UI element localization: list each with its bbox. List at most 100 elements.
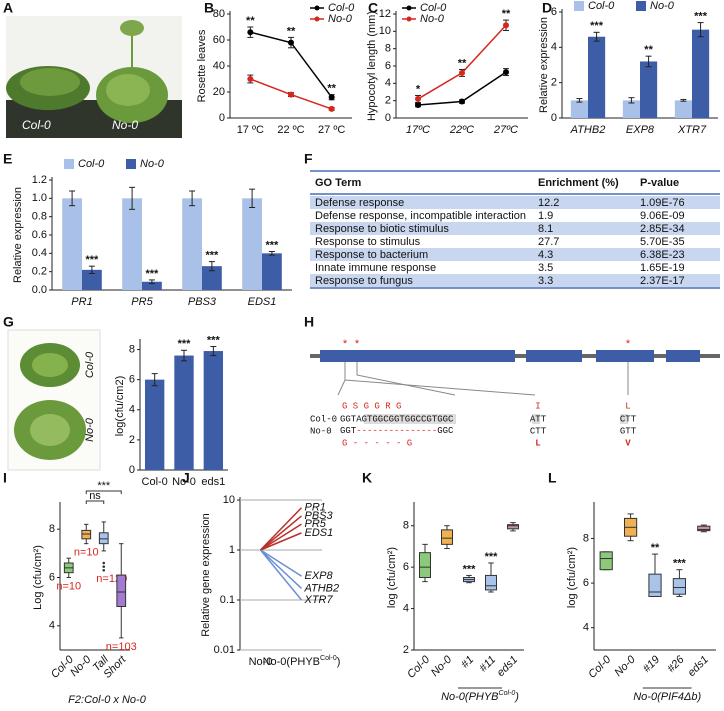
y-tick-label: 4 [49, 620, 55, 632]
legend-label: No-0 [420, 13, 445, 25]
y-tick-label: 60 [213, 34, 225, 46]
go-table: GO Term Enrichment (%) P-value Defense r… [310, 170, 720, 289]
y-tick-label: 8 [583, 532, 589, 544]
series-label: PR5 [305, 518, 327, 530]
series-label: EXP8 [305, 570, 334, 582]
y-tick-label: 12 [379, 8, 391, 20]
significance: ** [327, 83, 336, 95]
x-tick-label: #1 [459, 654, 476, 671]
y-axis-label: Hypocotyl length (mm) [366, 11, 378, 121]
y-tick-label: 8 [385, 43, 391, 55]
y-tick-label: 0 [551, 112, 557, 124]
point [328, 94, 335, 101]
bar [692, 29, 710, 119]
significance: ** [502, 8, 511, 20]
point [459, 69, 465, 76]
y-tick-label: 6 [551, 6, 557, 18]
y-tick-label: 0 [129, 464, 135, 476]
x-tick-label: No-0 [429, 653, 455, 679]
y-tick-label: 8 [403, 520, 409, 532]
bar [640, 61, 658, 118]
x-tick-label: 22 ºC [277, 124, 304, 136]
group-label: No-0(PHYBCol-0) [441, 690, 519, 703]
significance: *** [205, 249, 219, 261]
series-label: PR1 [305, 502, 326, 514]
amino-acid: I [535, 401, 540, 411]
mutation-star: * [355, 338, 360, 350]
x-tick-label: 22ºC [449, 124, 474, 136]
significance: ** [246, 15, 255, 27]
significance: ** [458, 57, 467, 69]
significance: *** [85, 254, 99, 266]
table-cell: 1.09E-76 [640, 197, 685, 209]
panel-letter: J [182, 470, 190, 486]
table-header: P-value [640, 177, 679, 189]
point [328, 105, 335, 112]
x-axis-label: F2:Col-0 x No-0 [68, 694, 147, 706]
panel-letter: I [3, 470, 7, 486]
legend-label: No-0 [140, 158, 165, 170]
x-tick-label: Col-0 [405, 653, 433, 681]
n-label: n=103 [106, 641, 137, 653]
point [415, 95, 421, 102]
legend-swatch [64, 159, 74, 169]
significance: *** [178, 338, 192, 350]
panel-letter: D [542, 0, 552, 16]
sequence: GGT---------------GGC [340, 426, 454, 436]
box [507, 524, 519, 530]
series-line [260, 515, 302, 551]
significance: ** [651, 542, 660, 554]
y-tick-label: 0 [219, 112, 225, 124]
y-tick-label: 8 [129, 343, 135, 355]
significance: *** [463, 563, 477, 575]
series-label: EDS1 [305, 527, 334, 539]
legend-label: Col-0 [328, 2, 355, 14]
bar [174, 355, 194, 470]
x-tick-label: No-0 [249, 656, 273, 668]
panel-letter: A [3, 0, 13, 16]
series-label: XTR7 [304, 594, 334, 606]
y-tick-label: 6 [583, 577, 589, 589]
y-tick-label: 6 [385, 60, 391, 72]
y-tick-label: 6 [129, 374, 135, 386]
sequence: GTT [620, 426, 637, 436]
significance: *** [145, 268, 159, 280]
x-tick-label: EDS1 [248, 296, 277, 308]
significance: * [416, 83, 421, 95]
amino-acid: L [625, 401, 630, 411]
table-cell: 4.3 [538, 249, 553, 261]
photo-label: Col-0 [22, 118, 51, 132]
photo-label: Col-0 [84, 351, 96, 378]
y-axis-label: Relative gene expression [200, 513, 212, 637]
y-tick-label: 20 [213, 86, 225, 98]
legend-label: No-0 [328, 13, 353, 25]
row-label: Col-0 [310, 414, 337, 424]
point [288, 39, 294, 46]
amino-acids: G S G G R G [342, 401, 401, 411]
sequence: GGTAGTGGCGGTGGCCGTGGC [340, 414, 454, 424]
table-cell: Defense response, incompatible interacti… [315, 210, 526, 222]
table-cell: 3.3 [538, 275, 553, 287]
table-cell: 1.9 [538, 210, 553, 222]
table-cell: Response to biotic stimulus [315, 223, 449, 235]
y-tick-label: 4 [551, 41, 557, 53]
x-tick-label: eds1 [686, 654, 711, 679]
panel-letter: K [362, 470, 372, 486]
y-tick-label: 2 [385, 95, 391, 107]
amino-acid: V [625, 438, 631, 448]
y-tick-label: 0.01 [214, 644, 235, 656]
amino-acid: L [535, 438, 540, 448]
mutation-star: * [343, 338, 348, 350]
bar [144, 379, 165, 470]
legend-label: Col-0 [420, 2, 447, 14]
table-cell: Response to bacterium [315, 249, 428, 261]
y-tick-label: 2 [129, 434, 135, 446]
table-cell: 1.65E-19 [640, 262, 685, 274]
x-tick-label: EXP8 [626, 124, 655, 136]
legend-label: Col-0 [78, 158, 105, 170]
bar [62, 198, 82, 290]
comparison-bracket [85, 490, 122, 494]
table-cell: 5.70E-35 [640, 236, 685, 248]
x-tick-label: PR1 [71, 296, 92, 308]
